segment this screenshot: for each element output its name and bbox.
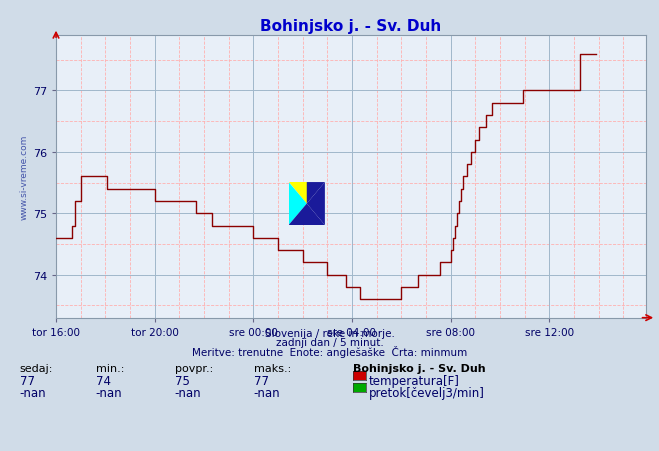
Polygon shape bbox=[289, 204, 325, 226]
Text: pretok[čevelj3/min]: pretok[čevelj3/min] bbox=[369, 387, 485, 400]
Text: 77: 77 bbox=[254, 374, 269, 387]
Text: -nan: -nan bbox=[175, 387, 201, 400]
Text: -nan: -nan bbox=[96, 387, 122, 400]
Text: temperatura[F]: temperatura[F] bbox=[369, 374, 460, 387]
Text: 74: 74 bbox=[96, 374, 111, 387]
Text: zadnji dan / 5 minut.: zadnji dan / 5 minut. bbox=[275, 337, 384, 347]
Text: sedaj:: sedaj: bbox=[20, 363, 53, 373]
Text: 75: 75 bbox=[175, 374, 190, 387]
Y-axis label: www.si-vreme.com: www.si-vreme.com bbox=[20, 134, 28, 220]
Polygon shape bbox=[289, 183, 307, 204]
Text: povpr.:: povpr.: bbox=[175, 363, 213, 373]
Polygon shape bbox=[307, 183, 325, 204]
Text: Bohinjsko j. - Sv. Duh: Bohinjsko j. - Sv. Duh bbox=[353, 363, 485, 373]
Text: min.:: min.: bbox=[96, 363, 124, 373]
Text: -nan: -nan bbox=[20, 387, 46, 400]
Text: -nan: -nan bbox=[254, 387, 280, 400]
Text: 77: 77 bbox=[20, 374, 35, 387]
Polygon shape bbox=[307, 183, 325, 226]
Text: Slovenija / reke in morje.: Slovenija / reke in morje. bbox=[264, 328, 395, 338]
Text: Meritve: trenutne  Enote: anglešaške  Črta: minmum: Meritve: trenutne Enote: anglešaške Črta… bbox=[192, 345, 467, 358]
Polygon shape bbox=[289, 183, 307, 226]
Text: maks.:: maks.: bbox=[254, 363, 291, 373]
Title: Bohinjsko j. - Sv. Duh: Bohinjsko j. - Sv. Duh bbox=[260, 18, 442, 33]
